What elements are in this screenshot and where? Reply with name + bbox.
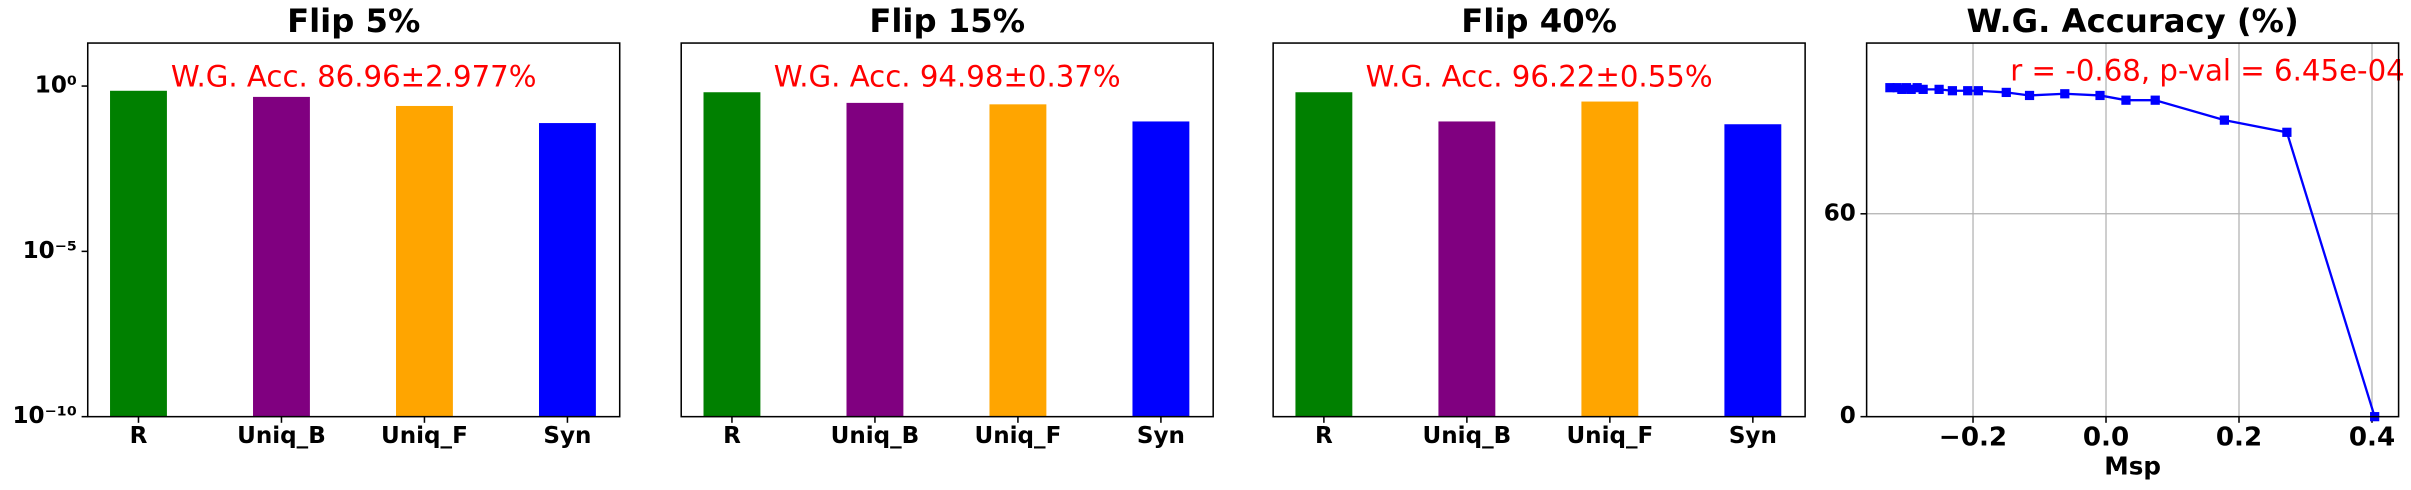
bar bbox=[1132, 121, 1190, 417]
marker bbox=[1963, 86, 1973, 96]
marker bbox=[2060, 89, 2070, 99]
line bbox=[1889, 86, 2376, 418]
bar bbox=[1724, 124, 1782, 417]
marker bbox=[1885, 83, 1895, 93]
y-tick-label: 10⁻¹⁰ bbox=[13, 403, 77, 429]
chart-title: W.G. Accuracy (%) bbox=[1966, 2, 2298, 40]
annotation: r = -0.68, p-val = 6.45e-04 bbox=[2010, 53, 2404, 87]
marker bbox=[1892, 83, 1902, 93]
bar bbox=[396, 105, 453, 417]
x-tick-label: Uniq_B bbox=[831, 423, 920, 449]
bar bbox=[253, 96, 310, 417]
y-tick-label: 10⁻⁵ bbox=[23, 238, 77, 264]
plot-frame bbox=[86, 42, 621, 418]
bar bbox=[538, 123, 596, 417]
x-tick-label: R bbox=[723, 423, 741, 449]
bar bbox=[1295, 92, 1353, 417]
x-tick-label: Syn bbox=[543, 423, 591, 449]
chart-title: Flip 5% bbox=[287, 2, 420, 40]
marker bbox=[1947, 86, 1958, 96]
marker bbox=[1906, 84, 1916, 94]
marker bbox=[1934, 84, 1944, 94]
marker bbox=[1918, 84, 1928, 94]
x-tick-label: Syn bbox=[1137, 423, 1185, 449]
x-axis-label: Msp bbox=[2104, 451, 2161, 480]
marker bbox=[1973, 86, 1983, 96]
y-tick-label: 0 bbox=[1840, 403, 1856, 429]
bar bbox=[703, 92, 761, 417]
chart-title: Flip 40% bbox=[1461, 2, 1617, 40]
x-tick-label: R bbox=[1315, 423, 1333, 449]
marker bbox=[2282, 127, 2292, 137]
chart-title: Flip 15% bbox=[869, 2, 1025, 40]
bar bbox=[1438, 121, 1496, 417]
x-tick-label: −0.2 bbox=[1939, 423, 2007, 453]
x-tick-label: 0.4 bbox=[2349, 423, 2395, 453]
x-tick-label: Uniq_B bbox=[237, 423, 326, 449]
marker bbox=[1901, 83, 1912, 93]
annotation: W.G. Acc. 94.98±0.37% bbox=[774, 59, 1121, 93]
x-tick-label: 0.2 bbox=[2216, 423, 2262, 453]
marker bbox=[1912, 83, 1922, 93]
x-tick-label: Uniq_B bbox=[1423, 423, 1512, 449]
marker bbox=[2024, 90, 2035, 101]
y-tick-label: 10⁰ bbox=[35, 73, 77, 99]
annotation: W.G. Acc. 86.96±2.977% bbox=[171, 59, 537, 93]
bar bbox=[846, 102, 904, 417]
marker bbox=[2150, 95, 2160, 105]
x-tick-label: Uniq_F bbox=[1566, 423, 1653, 449]
marker bbox=[2001, 87, 2011, 98]
annotation: W.G. Acc. 96.22±0.55% bbox=[1366, 59, 1713, 93]
marker bbox=[1897, 84, 1907, 94]
bar bbox=[1581, 101, 1639, 417]
x-tick-label: Uniq_F bbox=[381, 423, 468, 449]
x-tick-label: Syn bbox=[1729, 423, 1777, 449]
plot-frame bbox=[1272, 42, 1806, 418]
y-tick-label: 60 bbox=[1824, 200, 1856, 226]
marker bbox=[2121, 95, 2131, 105]
x-tick-label: Uniq_F bbox=[975, 423, 1062, 449]
plot-frame bbox=[1865, 42, 2400, 418]
marker bbox=[2219, 115, 2229, 125]
bar bbox=[989, 104, 1047, 417]
x-tick-label: 0.0 bbox=[2083, 423, 2129, 453]
marker bbox=[2095, 90, 2105, 101]
bar bbox=[110, 90, 167, 417]
x-tick-label: R bbox=[130, 423, 148, 449]
plot-frame bbox=[680, 42, 1214, 418]
